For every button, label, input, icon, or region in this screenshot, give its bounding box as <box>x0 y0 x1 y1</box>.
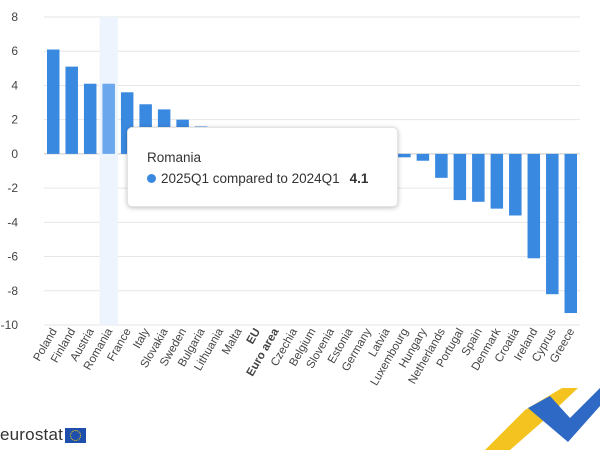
decorative-chevron-graphic <box>485 388 600 450</box>
y-tick-label: 6 <box>11 44 18 58</box>
y-tick-label: -10 <box>1 318 19 332</box>
bar-luxembourg[interactable] <box>398 153 411 158</box>
eu-flag-icon <box>65 427 87 443</box>
bar-croatia[interactable] <box>509 153 522 216</box>
bar-greece[interactable] <box>564 153 578 314</box>
tooltip-value: 4.1 <box>349 171 369 186</box>
bar-romania[interactable] <box>102 83 115 154</box>
highlight-band <box>99 17 118 325</box>
bar-spain[interactable] <box>472 153 485 202</box>
y-tick-label: 2 <box>11 113 18 127</box>
y-tick-label: 8 <box>11 10 18 24</box>
bar-finland[interactable] <box>65 66 78 154</box>
bar-austria[interactable] <box>83 83 97 154</box>
bar-portugal[interactable] <box>453 153 467 201</box>
y-tick-label: -2 <box>7 181 18 195</box>
bar-cyprus[interactable] <box>546 153 559 295</box>
y-tick-label: 4 <box>11 78 18 92</box>
y-tick-label: -6 <box>7 250 18 264</box>
x-tick-label: Malta <box>220 326 245 357</box>
bar-denmark[interactable] <box>490 153 504 209</box>
bar-netherlands[interactable] <box>435 153 448 178</box>
chart-tooltip: Romania 2025Q1 compared to 2024Q1 4.1 <box>127 127 398 207</box>
y-tick-label: 0 <box>11 147 18 161</box>
y-tick-label: -4 <box>7 215 18 229</box>
tooltip-series-dot <box>147 174 156 183</box>
y-tick-label: -8 <box>7 284 18 298</box>
logo-text: eurostat <box>0 425 64 444</box>
bar-ireland[interactable] <box>527 153 541 259</box>
bar-hungary[interactable] <box>416 153 430 161</box>
tooltip-series-label: 2025Q1 compared to 2024Q1 <box>161 171 340 186</box>
tooltip-row: 2025Q1 compared to 2024Q1 4.1 <box>147 171 368 186</box>
eurostat-logo[interactable]: eurostat <box>0 425 87 445</box>
bar-poland[interactable] <box>46 49 60 154</box>
tooltip-country: Romania <box>147 150 202 165</box>
